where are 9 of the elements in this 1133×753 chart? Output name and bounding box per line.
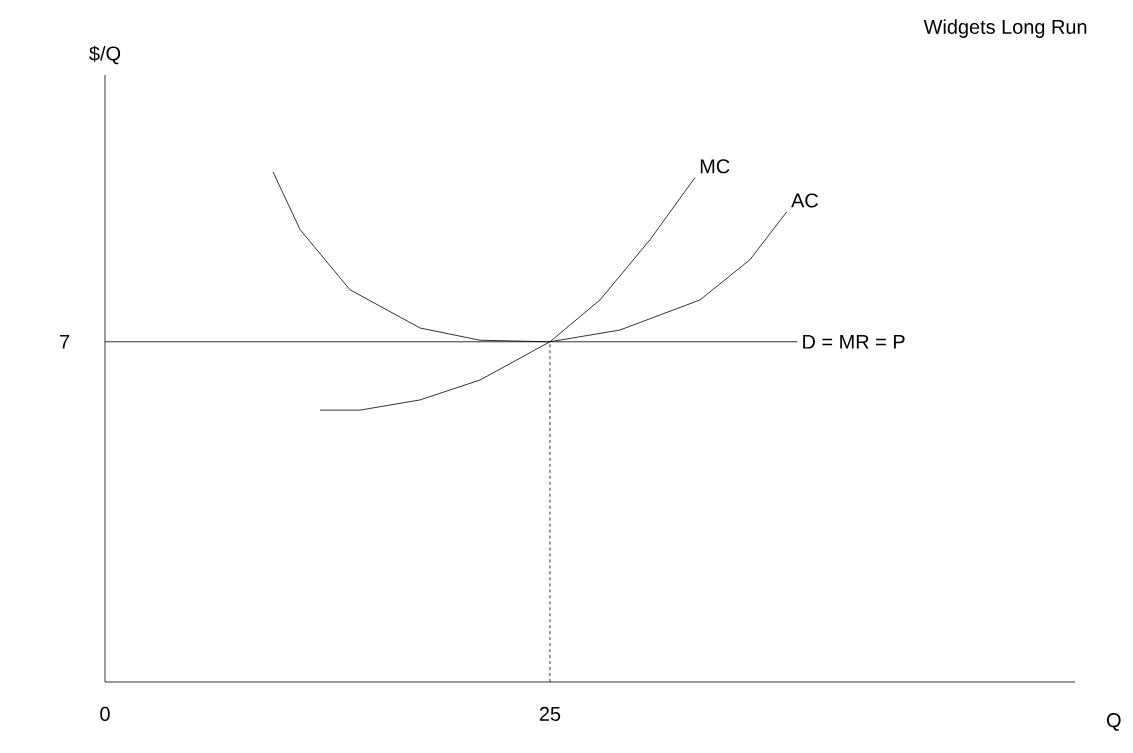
series-label: AC	[791, 193, 818, 208]
x-tick-label: 25	[539, 706, 561, 721]
series-label: MC	[700, 159, 730, 174]
chart-title: Widgets Long Run	[923, 19, 1087, 38]
annotation: 7	[60, 334, 70, 349]
series-label: D = MR = P	[803, 334, 905, 349]
x-axis-title: Q	[1106, 713, 1121, 731]
x-tick-label: 0	[100, 706, 110, 721]
text: $/Q	[89, 45, 121, 65]
